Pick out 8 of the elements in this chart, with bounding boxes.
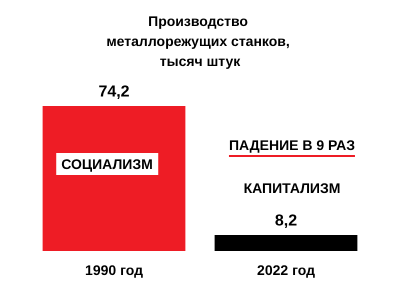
data-label: 8,2: [274, 212, 298, 230]
chart-title: Производство металлорежущих станков, тысяч штук: [106, 13, 294, 69]
annotation: СОЦИАЛИЗМ: [56, 153, 158, 175]
data-label: 74,2: [98, 84, 130, 100]
x-tick-label: 1990 год: [85, 262, 144, 278]
annotation: ПАДЕНИЕ В 9 РАЗ: [228, 137, 356, 157]
annotation: КАПИТАЛИЗМ: [244, 180, 340, 196]
x-tick-label: 2022 год: [257, 262, 316, 278]
